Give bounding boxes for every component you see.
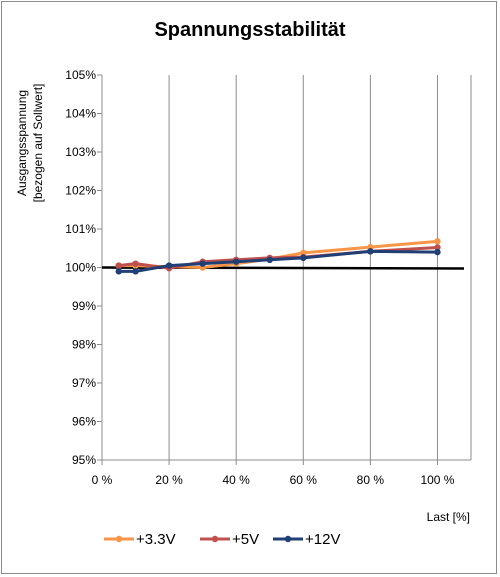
data-point — [300, 254, 307, 262]
x-tick-label-2: 40 % — [223, 473, 251, 487]
x-tick-label-5: 100 % — [420, 473, 454, 487]
data-point — [132, 268, 139, 275]
legend: +3.3V +5V +12V — [104, 531, 340, 548]
legend-label: +3.3V — [136, 531, 176, 548]
y-axis-label-line1: Ausgangsspannung — [15, 90, 29, 196]
x-axis-label: Last [%] — [427, 510, 470, 524]
series-lines — [115, 238, 441, 275]
legend-item-2: +12V — [273, 531, 340, 548]
y-tick-label-1: 96% — [72, 415, 96, 429]
legend-item-0: +3.3V — [104, 531, 176, 548]
x-tick-labels: 0 % 20 % 40 % 60 % 80 % 100 % — [92, 473, 455, 487]
data-point — [115, 268, 122, 275]
data-point — [132, 260, 139, 267]
legend-label: +12V — [305, 531, 340, 548]
data-point — [367, 248, 374, 255]
y-tick-label-6: 101% — [65, 222, 96, 236]
y-tick-label-0: 95% — [72, 453, 96, 467]
x-tick-label-1: 20 % — [155, 473, 183, 487]
y-tick-label-9: 104% — [65, 107, 96, 121]
data-point — [165, 262, 173, 269]
x-tick-label-0: 0 % — [92, 473, 113, 487]
legend-item-1: +5V — [200, 531, 259, 548]
y-axis-label-line2: [bezogen auf Sollwert] — [31, 84, 45, 203]
series-2 — [115, 248, 441, 275]
data-point — [434, 238, 441, 245]
x-tick-label-3: 60 % — [290, 473, 318, 487]
legend-swatch-marker — [284, 535, 292, 543]
y-tick-label-4: 99% — [72, 299, 96, 313]
y-tick-label-5: 100% — [65, 261, 96, 275]
legend-swatch-marker — [115, 535, 123, 543]
legend-label: +5V — [232, 531, 259, 548]
data-point — [232, 258, 240, 265]
axes — [97, 74, 471, 465]
chart-title: Spannungsstabilität — [154, 19, 345, 41]
y-tick-label-7: 102% — [65, 184, 96, 198]
y-tick-label-3: 98% — [72, 338, 96, 352]
data-point — [434, 244, 441, 251]
legend-swatch-marker — [211, 535, 219, 543]
data-point — [266, 256, 273, 263]
data-point — [434, 248, 441, 256]
series-line-0 — [118, 239, 438, 269]
y-tick-labels: 95% 96% 97% 98% 99% 100% 101% 102% 103% 104% 105% — [65, 68, 96, 467]
x-tick-label-4: 80 % — [357, 473, 385, 487]
y-tick-label-8: 103% — [65, 145, 96, 159]
y-tick-label-10: 105% — [65, 68, 96, 82]
y-tick-label-2: 97% — [72, 376, 96, 390]
data-point — [199, 260, 206, 267]
data-point — [115, 262, 122, 269]
